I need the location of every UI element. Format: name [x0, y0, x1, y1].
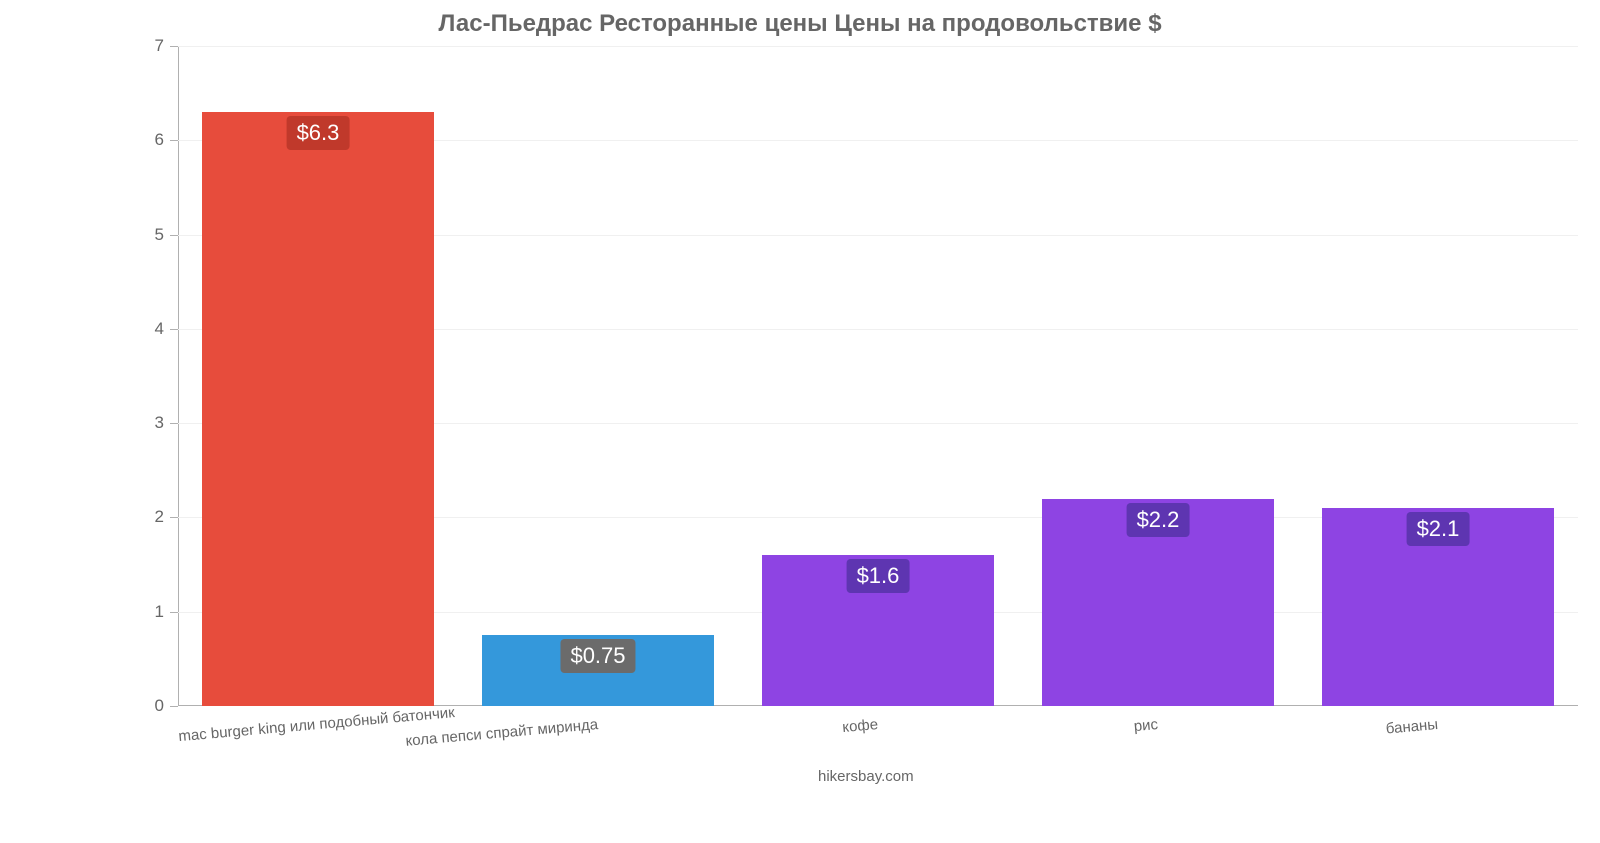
price-bar-chart: Лас-Пьедрас Ресторанные цены Цены на про… [0, 0, 1600, 800]
bar-value-label: $6.3 [287, 116, 350, 150]
bar: $2.2 [1042, 499, 1274, 706]
bar: $6.3 [202, 112, 434, 706]
y-tick-label: 4 [155, 319, 178, 339]
x-category-label: mac burger king или подобный батончик [178, 716, 319, 745]
y-tick-label: 0 [155, 696, 178, 716]
bar-value-label: $0.75 [560, 639, 635, 673]
y-axis [178, 46, 179, 706]
y-tick-label: 3 [155, 413, 178, 433]
y-tick-label: 1 [155, 602, 178, 622]
bar-value-label: $2.2 [1127, 503, 1190, 537]
y-tick-label: 7 [155, 36, 178, 56]
gridline [178, 46, 1578, 47]
y-tick-label: 6 [155, 130, 178, 150]
bar-value-label: $1.6 [847, 559, 910, 593]
bar: $1.6 [762, 555, 994, 706]
bar: $2.1 [1322, 508, 1554, 706]
bar: $0.75 [482, 635, 714, 706]
bar-value-label: $2.1 [1407, 512, 1470, 546]
chart-title: Лас-Пьедрас Ресторанные цены Цены на про… [0, 0, 1600, 38]
y-tick-label: 5 [155, 225, 178, 245]
plot-area: 01234567$6.3mac burger king или подобный… [178, 46, 1578, 706]
y-tick-label: 2 [155, 507, 178, 527]
attribution-label: hikersbay.com [818, 768, 914, 785]
